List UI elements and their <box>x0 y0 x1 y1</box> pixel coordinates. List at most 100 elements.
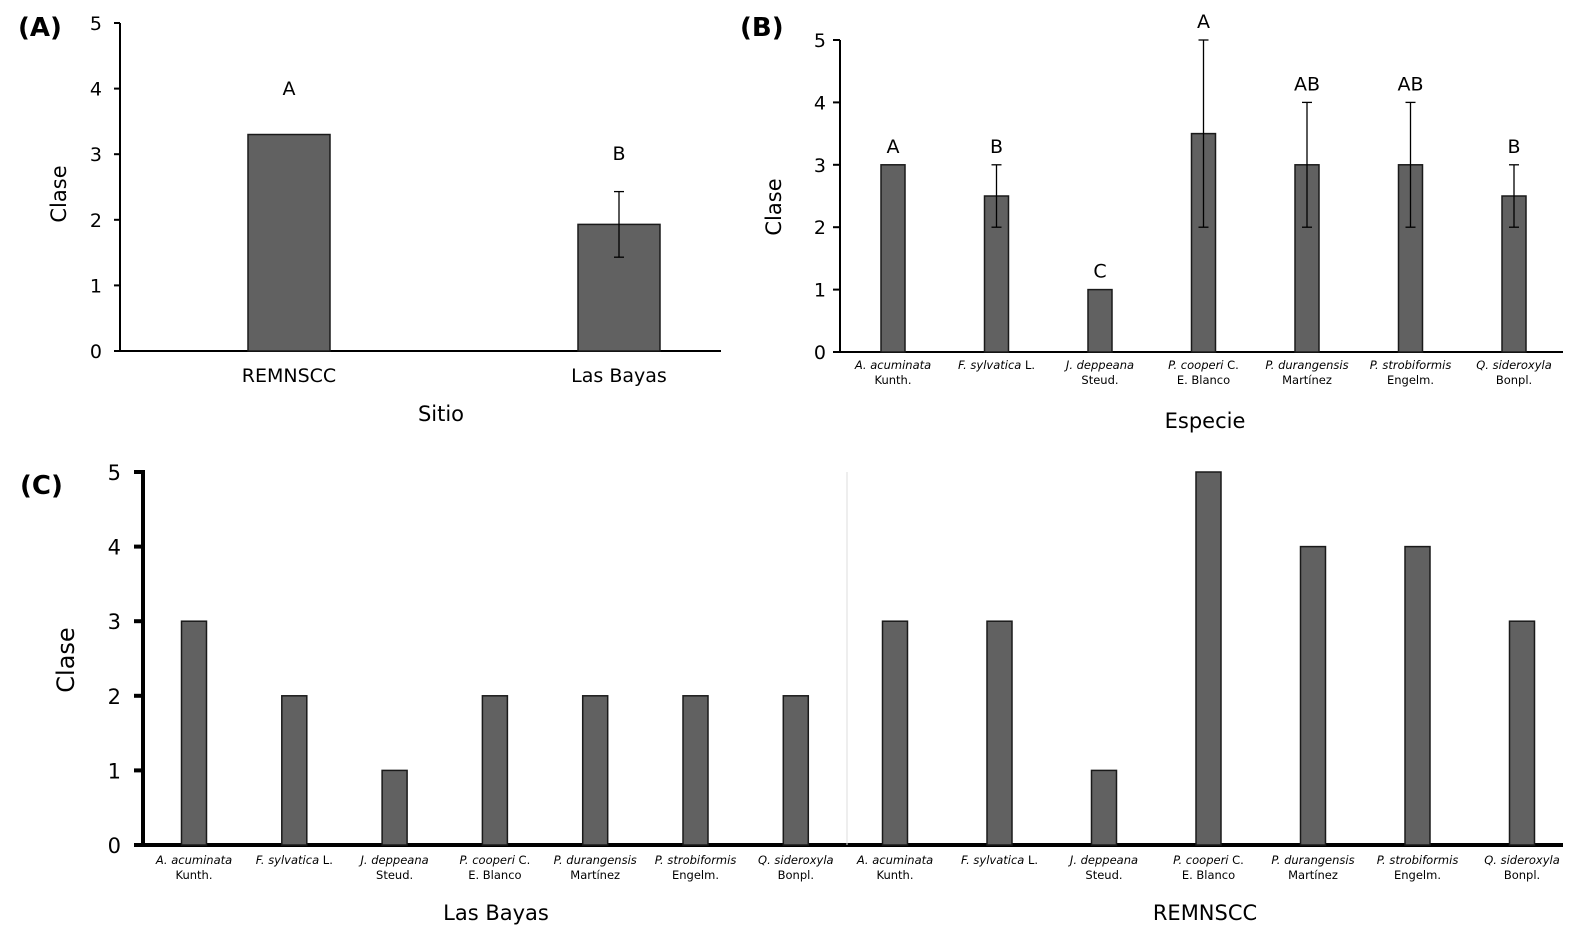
panel-c-x-tick-label-author: Bonpl. <box>1504 868 1540 882</box>
panel-c-bar <box>782 695 810 846</box>
panel-c-x-tick-label-species: A. acuminata <box>155 853 232 867</box>
panel-a-chart: Clase Sitio 0 1 2 3 4 5 A REMNSCC B Las Bayas <box>47 13 721 426</box>
panel-c-x-tick-label-author: Engelm. <box>1394 868 1441 882</box>
panel-b-x-tick-label-species: Q. sideroxyla <box>1476 358 1552 372</box>
panel-c-x-tick-label-species: J. deppeana <box>1068 853 1138 867</box>
panel-b-significance-label: B <box>1507 136 1520 158</box>
panel-b-x-tick-label-author: Martínez <box>1282 373 1332 387</box>
panel-c-bar <box>1508 620 1536 846</box>
panel-c-bar <box>381 769 408 846</box>
panel-c-x-tick-label-species: F. sylvatica L. <box>961 853 1038 867</box>
panel-c-x-tick-label-author: Steud. <box>376 868 413 882</box>
panel-b-significance-label: AB <box>1397 73 1423 95</box>
panel-c-x-tick-label-species: P. durangensis <box>1271 853 1354 867</box>
panel-b-y-tick-label: 4 <box>814 92 826 114</box>
panel-a-y-axis-title: Clase <box>47 165 71 222</box>
panel-a-y-tick-label: 0 <box>90 341 102 363</box>
panel-c-group-label-las-bayas: Las Bayas <box>443 901 549 925</box>
panel-c-x-tick-label-author: Kunth. <box>176 868 213 882</box>
panel-b-x-tick-label-species: P. cooperi C. <box>1168 358 1239 372</box>
panel-b-x-tick-label-author: Steud. <box>1081 373 1118 387</box>
panel-a-x-axis-title: Sitio <box>418 402 464 426</box>
panel-b-label: (B) <box>740 13 784 43</box>
panel-a-y-tick-label: 3 <box>90 144 102 166</box>
panel-c-y-tick-label: 4 <box>108 536 121 560</box>
panel-c-bar <box>1404 545 1431 846</box>
panel-b-x-tick-label-species: P. durangensis <box>1265 358 1348 372</box>
panel-c-x-tick-label-author: Martínez <box>1288 868 1338 882</box>
panel-b-bar <box>880 164 906 353</box>
panel-b-significance-label: A <box>1197 11 1210 33</box>
panel-c-x-tick-label-author: Kunth. <box>877 868 914 882</box>
panel-a-y-tick-label: 4 <box>90 79 102 101</box>
panel-c-bar <box>180 620 208 846</box>
panel-c-group-label-remnscc: REMNSCC <box>1153 901 1257 925</box>
panel-a-y-tick-label: 5 <box>90 13 102 35</box>
panel-c-y-tick-label: 3 <box>108 610 121 634</box>
panel-b-significance-label: B <box>990 136 1003 158</box>
panel-a-label: (A) <box>18 13 62 43</box>
panel-b-y-axis-title: Clase <box>762 178 786 235</box>
panel-b-significance-label: A <box>887 136 900 158</box>
panel-c-x-tick-label-author: E. Blanco <box>1182 868 1235 882</box>
panel-a-bar <box>247 133 331 352</box>
panel-c-bar <box>682 695 709 846</box>
panel-c-bar <box>986 620 1013 846</box>
panel-c-x-tick-label-author: Engelm. <box>672 868 719 882</box>
panel-a-x-tick-label: Las Bayas <box>571 365 667 387</box>
panel-c-x-tick-label-author: E. Blanco <box>468 868 521 882</box>
panel-b-x-tick-label-author: Kunth. <box>875 373 912 387</box>
panel-c-x-tick-label-author: Steud. <box>1085 868 1122 882</box>
panel-c-x-tick-label-species: J. deppeana <box>359 853 429 867</box>
panel-c-x-tick-label-species: P. cooperi C. <box>460 853 531 867</box>
panel-c-x-tick-label-author: Martínez <box>570 868 620 882</box>
panel-b-y-tick-label: 2 <box>814 217 826 239</box>
panel-c-y-axis-title: Clase <box>52 627 80 692</box>
panel-a-y-tick-label: 1 <box>90 275 102 297</box>
panel-b-y-tick-label: 5 <box>814 30 826 52</box>
panel-b-x-tick-label-species: J. deppeana <box>1064 358 1134 372</box>
panel-c-x-tick-label-species: F. sylvatica L. <box>256 853 333 867</box>
panel-c-bar <box>1195 471 1222 846</box>
panel-c-x-tick-label-author: Bonpl. <box>778 868 814 882</box>
panel-c-label: (C) <box>20 471 63 501</box>
panel-c-x-tick-label-species: Q. sideroxyla <box>758 853 834 867</box>
panel-c-y-tick-label: 5 <box>108 461 121 485</box>
panel-c-y-tick-label: 2 <box>108 685 121 709</box>
panel-c-bar <box>881 620 909 846</box>
panel-c-bar <box>281 695 308 846</box>
panel-a-significance-label: B <box>612 143 625 165</box>
panel-c-x-tick-label-species: Q. sideroxyla <box>1484 853 1560 867</box>
panel-b-x-tick-label-species: P. strobiformis <box>1370 358 1452 372</box>
panel-b-x-tick-label-species: F. sylvatica L. <box>958 358 1035 372</box>
panel-b-y-tick-label: 3 <box>814 155 826 177</box>
panel-b-x-tick-label-author: Engelm. <box>1387 373 1434 387</box>
panel-b-significance-label: C <box>1093 261 1106 283</box>
panel-a-significance-label: A <box>283 78 296 100</box>
panel-b-x-tick-label-species: A. acuminata <box>854 358 931 372</box>
panel-b-x-tick-label-author: Bonpl. <box>1496 373 1532 387</box>
panel-a-y-tick-label: 2 <box>90 210 102 232</box>
panel-c-x-tick-label-species: P. cooperi C. <box>1173 853 1244 867</box>
panel-b-x-tick-label-author: E. Blanco <box>1177 373 1230 387</box>
panel-c-bar <box>481 695 509 846</box>
panel-c-bar <box>581 695 609 846</box>
panel-c-bar <box>1299 545 1327 846</box>
panel-b-significance-label: AB <box>1294 73 1320 95</box>
panel-c-x-tick-label-species: A. acuminata <box>856 853 933 867</box>
panel-b-bar <box>1087 288 1113 353</box>
panel-b-y-tick-label: 0 <box>814 342 826 364</box>
panel-c-y-tick-label: 1 <box>108 759 121 783</box>
panel-c-y-tick-label: 0 <box>108 834 121 858</box>
panel-c-bar <box>1090 769 1118 846</box>
panel-a-x-tick-label: REMNSCC <box>242 365 336 387</box>
panel-b-y-tick-label: 1 <box>814 280 826 302</box>
panel-c-chart: Clase Las Bayas REMNSCC 0 1 2 3 4 5 A. acumina… <box>52 461 1563 925</box>
panel-c-x-tick-label-species: P. strobiformis <box>1377 853 1459 867</box>
panel-b-bar <box>1190 132 1217 353</box>
panel-c-x-tick-label-species: P. durangensis <box>554 853 637 867</box>
panel-b-x-axis-title: Especie <box>1165 409 1246 433</box>
panel-c-x-tick-label-species: P. strobiformis <box>655 853 737 867</box>
